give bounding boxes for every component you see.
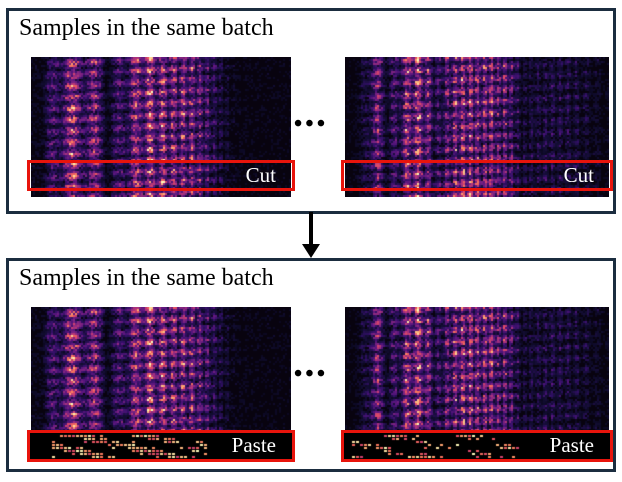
spectrogram-sample-n-after: Paste [341, 307, 613, 462]
paste-region-box: Paste [341, 430, 613, 462]
spectrogram-image [31, 57, 291, 197]
batch-ellipsis: ••• [293, 361, 329, 387]
cut-label: Cut [563, 162, 594, 187]
panel-title-before: Samples in the same batch [19, 15, 274, 41]
spectrogram-image [31, 307, 291, 447]
arrow-shaft [309, 212, 313, 246]
spectrogram-image [345, 307, 609, 447]
spectrogram-image [345, 57, 609, 197]
flow-arrow-down [302, 212, 320, 260]
cut-region-box: Cut [27, 160, 295, 191]
pasted-strip-image [30, 433, 292, 459]
spectrogram-sample-1-before: Cut [27, 57, 295, 197]
arrow-head [302, 244, 320, 258]
spectrogram-sample-1-after: Paste [27, 307, 295, 462]
cut-region-box: Cut [341, 160, 613, 191]
paste-label: Paste [231, 433, 276, 458]
batch-panel-after: Samples in the same batch Paste ••• Past… [6, 258, 616, 472]
pasted-strip-image [344, 433, 610, 459]
cut-label: Cut [245, 162, 276, 187]
paste-region-box: Paste [27, 430, 295, 462]
batch-ellipsis: ••• [293, 111, 329, 137]
panel-title-after: Samples in the same batch [19, 265, 274, 291]
batch-panel-before: Samples in the same batch Cut ••• Cut [6, 8, 616, 214]
spectrogram-sample-n-before: Cut [341, 57, 613, 197]
paste-label: Paste [549, 433, 594, 458]
